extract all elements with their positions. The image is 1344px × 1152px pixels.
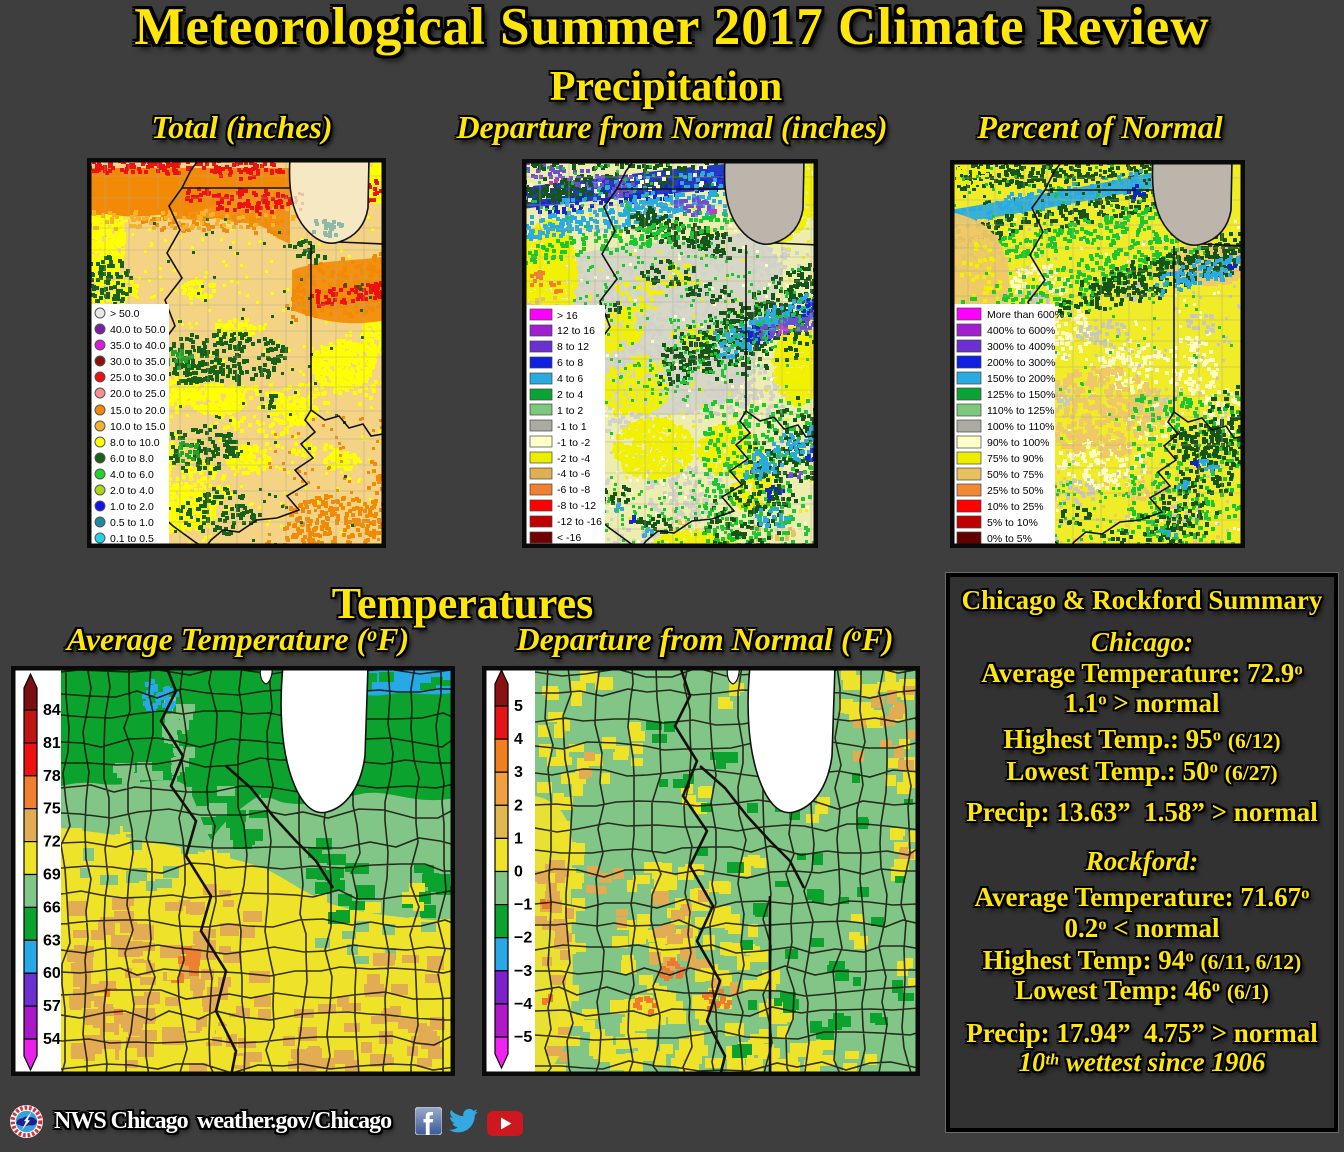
svg-text:50% to 75%: 50% to 75% xyxy=(987,469,1044,481)
svg-text:> 16: > 16 xyxy=(557,310,578,322)
svg-text:63: 63 xyxy=(43,932,61,949)
svg-text:-2 to -4: -2 to -4 xyxy=(557,453,590,465)
svg-text:-8 to -12: -8 to -12 xyxy=(557,500,596,512)
svg-text:20.0 to 25.0: 20.0 to 25.0 xyxy=(110,388,166,400)
svg-text:25% to 50%: 25% to 50% xyxy=(987,485,1044,497)
svg-text:6 to 8: 6 to 8 xyxy=(557,357,583,369)
svg-text:75% to 90%: 75% to 90% xyxy=(987,453,1044,465)
svg-text:12 to 16: 12 to 16 xyxy=(557,325,595,337)
svg-text:4 to 6: 4 to 6 xyxy=(557,373,583,385)
svg-text:30.0 to 35.0: 30.0 to 35.0 xyxy=(110,356,166,368)
svg-text:−5: −5 xyxy=(514,1029,532,1046)
svg-text:0% to 5%: 0% to 5% xyxy=(987,533,1032,545)
svg-text:-12 to -16: -12 to -16 xyxy=(557,516,602,528)
svg-text:-6 to -8: -6 to -8 xyxy=(557,484,590,496)
svg-text:4.0 to 6.0: 4.0 to 6.0 xyxy=(110,469,154,481)
svg-text:25.0 to 30.0: 25.0 to 30.0 xyxy=(110,372,166,384)
svg-text:−3: −3 xyxy=(514,963,532,980)
svg-text:> 50.0: > 50.0 xyxy=(110,308,140,320)
svg-text:5% to 10%: 5% to 10% xyxy=(987,517,1038,529)
svg-text:66: 66 xyxy=(43,899,61,916)
svg-text:5: 5 xyxy=(514,698,523,715)
svg-text:< -16: < -16 xyxy=(557,532,581,544)
svg-text:15.0 to 20.0: 15.0 to 20.0 xyxy=(110,405,166,417)
svg-text:-1 to 1: -1 to 1 xyxy=(557,421,587,433)
svg-text:110% to 125%: 110% to 125% xyxy=(987,405,1055,417)
svg-text:81: 81 xyxy=(43,735,61,752)
svg-text:2 to 4: 2 to 4 xyxy=(557,389,583,401)
svg-text:75: 75 xyxy=(43,801,61,818)
svg-text:8.0 to 10.0: 8.0 to 10.0 xyxy=(110,437,160,449)
svg-text:54: 54 xyxy=(43,1031,61,1048)
svg-text:6.0 to 8.0: 6.0 to 8.0 xyxy=(110,453,154,465)
svg-text:40.0 to 50.0: 40.0 to 50.0 xyxy=(110,324,166,336)
svg-text:200% to 300%: 200% to 300% xyxy=(987,357,1055,369)
svg-text:1: 1 xyxy=(514,830,523,847)
svg-text:35.0 to 40.0: 35.0 to 40.0 xyxy=(110,340,166,352)
svg-text:69: 69 xyxy=(43,867,61,884)
svg-text:90% to 100%: 90% to 100% xyxy=(987,437,1049,449)
svg-text:400% to 600%: 400% to 600% xyxy=(987,325,1055,337)
svg-text:1 to 2: 1 to 2 xyxy=(557,405,583,417)
svg-text:-1 to -2: -1 to -2 xyxy=(557,437,590,449)
svg-text:−4: −4 xyxy=(514,996,532,1013)
svg-text:−1: −1 xyxy=(514,897,532,914)
svg-text:10% to 25%: 10% to 25% xyxy=(987,501,1044,513)
svg-text:72: 72 xyxy=(43,834,61,851)
svg-text:60: 60 xyxy=(43,965,61,982)
svg-text:−2: −2 xyxy=(514,930,532,947)
svg-text:10.0 to 15.0: 10.0 to 15.0 xyxy=(110,421,166,433)
svg-text:78: 78 xyxy=(43,768,61,785)
svg-text:0.5 to 1.0: 0.5 to 1.0 xyxy=(110,517,154,529)
svg-text:150% to 200%: 150% to 200% xyxy=(987,373,1055,385)
svg-text:-4 to -6: -4 to -6 xyxy=(557,468,590,480)
svg-text:100% to 110%: 100% to 110% xyxy=(987,421,1055,433)
svg-text:2: 2 xyxy=(514,797,523,814)
svg-text:300% to 400%: 300% to 400% xyxy=(987,341,1055,353)
svg-text:8 to 12: 8 to 12 xyxy=(557,341,589,353)
svg-text:125% to 150%: 125% to 150% xyxy=(987,389,1055,401)
svg-text:0.1 to 0.5: 0.1 to 0.5 xyxy=(110,533,154,545)
svg-text:57: 57 xyxy=(43,998,61,1015)
svg-text:More than 600%: More than 600% xyxy=(987,309,1064,321)
svg-text:84: 84 xyxy=(43,702,61,719)
svg-text:3: 3 xyxy=(514,764,523,781)
svg-text:0: 0 xyxy=(514,864,523,881)
svg-text:2.0 to 4.0: 2.0 to 4.0 xyxy=(110,485,154,497)
svg-text:4: 4 xyxy=(514,731,523,748)
svg-text:1.0 to 2.0: 1.0 to 2.0 xyxy=(110,501,154,513)
